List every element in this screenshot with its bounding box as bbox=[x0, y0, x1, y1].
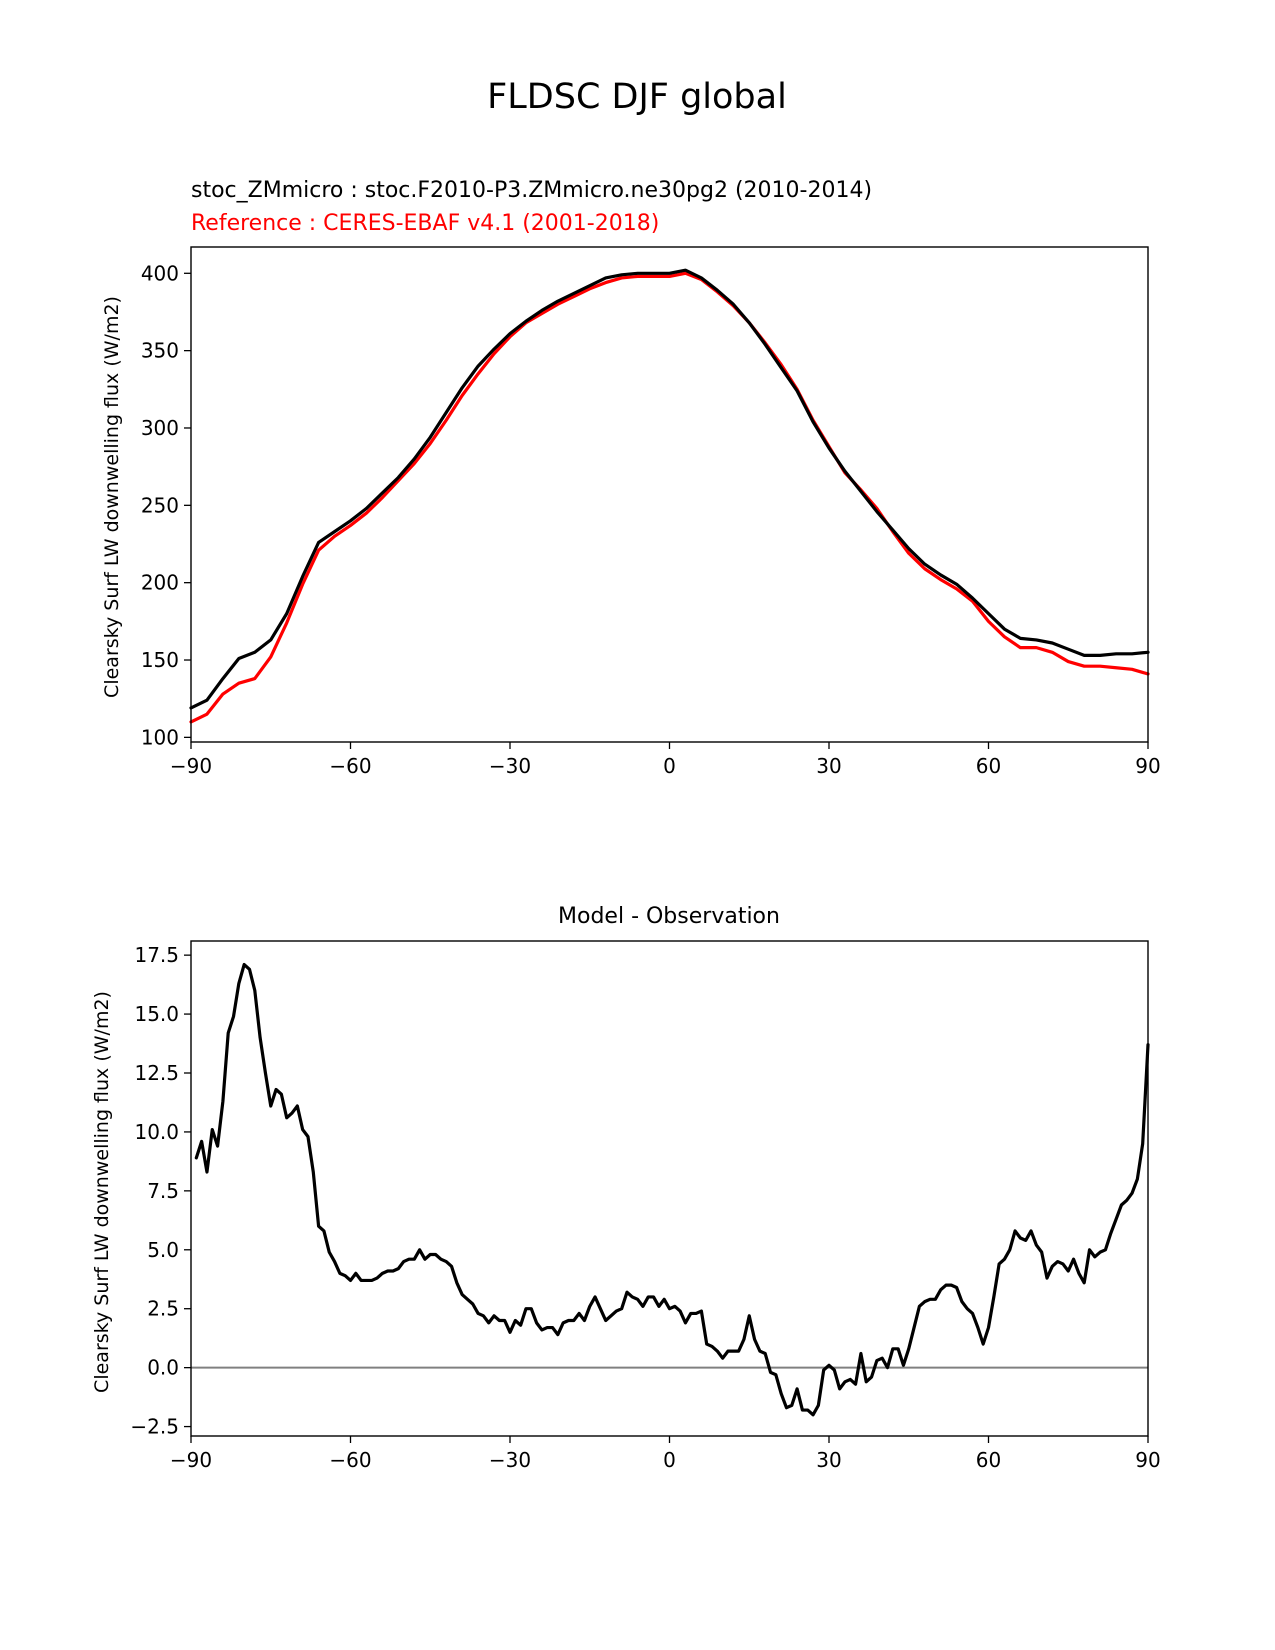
y-tick-label: 200 bbox=[141, 571, 179, 595]
y-tick-label: 0.0 bbox=[147, 1356, 179, 1380]
x-tick-label: −60 bbox=[329, 1448, 371, 1472]
plot-frame bbox=[190, 940, 1149, 1437]
y-tick-label: 150 bbox=[141, 648, 179, 672]
y-tick-label: 17.5 bbox=[134, 943, 179, 967]
y-tick-label: −2.5 bbox=[130, 1415, 179, 1439]
y-tick-label: 12.5 bbox=[134, 1061, 179, 1085]
y-tick-label: 5.0 bbox=[147, 1238, 179, 1262]
y-tick-label: 7.5 bbox=[147, 1179, 179, 1203]
x-tick-label: 60 bbox=[976, 754, 1001, 778]
x-tick-label: −90 bbox=[170, 754, 212, 778]
ticks: −90 −60 −30 0 30 60 90 −2.5 0.0 2.5 5.0 7.5 10.0 12.5… bbox=[130, 943, 1160, 1472]
x-tick-label: 90 bbox=[1135, 1448, 1160, 1472]
x-tick-label: −90 bbox=[170, 1448, 212, 1472]
series-line bbox=[189, 268, 1150, 710]
y-tick-label: 300 bbox=[141, 416, 179, 440]
y-tick-label: 350 bbox=[141, 339, 179, 363]
y-tick-label: 15.0 bbox=[134, 1002, 179, 1026]
model-subtitle: stoc_ZMmicro : stoc.F2010-P3.ZMmicro.ne3… bbox=[191, 178, 872, 203]
ticks: −90 −60 −30 0 30 60 90 100 150 200 250 300 350 400 bbox=[141, 261, 1161, 778]
series-line bbox=[194, 962, 1150, 1417]
reference-subtitle: Reference : CERES-EBAF v4.1 (2001-2018) bbox=[191, 211, 659, 236]
y-tick-label: 2.5 bbox=[147, 1297, 179, 1321]
x-tick-label: −30 bbox=[489, 1448, 531, 1472]
x-tick-label: 30 bbox=[816, 1448, 841, 1472]
y-tick-label: 100 bbox=[141, 725, 179, 749]
x-tick-label: 0 bbox=[663, 754, 676, 778]
plot-frame bbox=[190, 246, 1149, 743]
bottom-panel: Model - Observation Clearsky Surf LW dow… bbox=[91, 904, 1161, 1472]
top-panel: stoc_ZMmicro : stoc.F2010-P3.ZMmicro.ne3… bbox=[101, 178, 1161, 778]
y-tick-label: 10.0 bbox=[134, 1120, 179, 1144]
x-tick-label: −60 bbox=[329, 754, 371, 778]
plot-area bbox=[189, 246, 1150, 743]
x-tick-label: −30 bbox=[489, 754, 531, 778]
y-tick-label: 400 bbox=[141, 261, 179, 285]
x-tick-label: 90 bbox=[1135, 754, 1160, 778]
y-tick-label: 250 bbox=[141, 493, 179, 517]
plot-area bbox=[190, 940, 1150, 1437]
x-tick-label: 0 bbox=[663, 1448, 676, 1472]
y-axis-label: Clearsky Surf LW downwelling flux (W/m2) bbox=[101, 296, 123, 698]
x-tick-label: 60 bbox=[976, 1448, 1001, 1472]
series-line bbox=[189, 271, 1150, 724]
figure-title: FLDSC DJF global bbox=[487, 77, 787, 117]
x-tick-label: 30 bbox=[816, 754, 841, 778]
difference-title: Model - Observation bbox=[558, 904, 780, 929]
y-axis-label: Clearsky Surf LW downwelling flux (W/m2) bbox=[91, 991, 113, 1393]
